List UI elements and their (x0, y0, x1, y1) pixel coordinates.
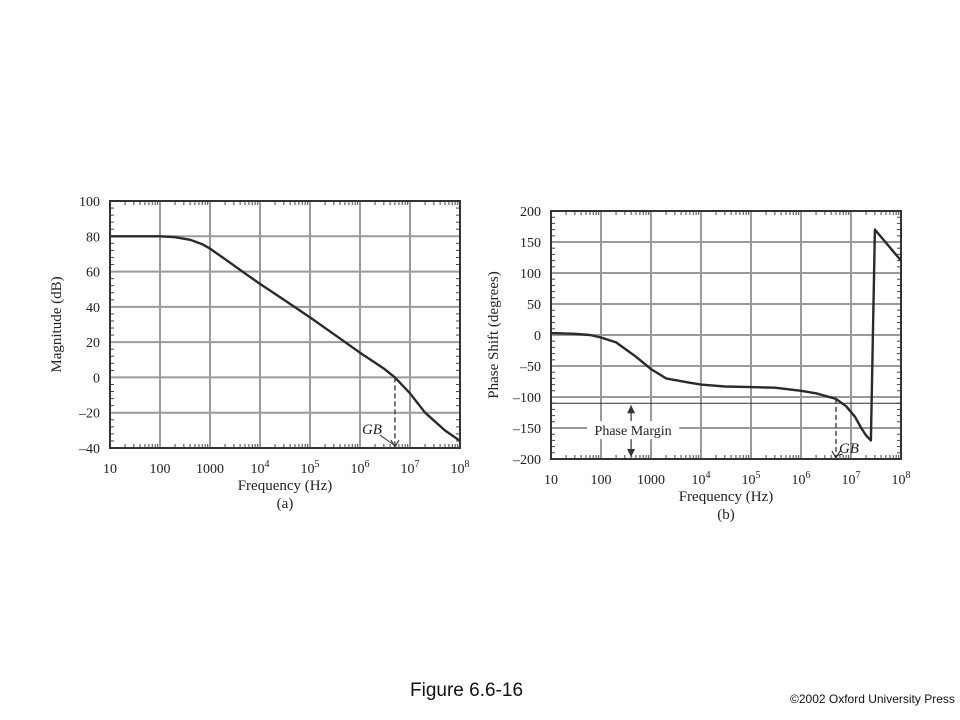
x-tick-label: 104 (251, 459, 270, 477)
figure-caption: Figure 6.6-16 (410, 680, 524, 701)
x-tick-label: 105 (301, 459, 320, 477)
y-tick-label: 100 (79, 195, 100, 210)
arrow-head-down (627, 449, 636, 457)
x-tick-label: 105 (742, 470, 761, 488)
y-tick-label: 20 (86, 336, 100, 351)
arrow-head-up (627, 405, 636, 414)
x-axis-label: Frequency (Hz) (679, 489, 774, 505)
gb-leader (379, 434, 395, 446)
gb-arrow (390, 439, 400, 449)
y-tick-label: –20 (78, 407, 100, 422)
phase-margin-label: Phase Margin (595, 424, 672, 439)
label-backdrop (587, 421, 680, 440)
x-tick-label: 108 (892, 470, 911, 488)
x-tick-label: 106 (792, 470, 811, 488)
y-axis-label: Magnitude (dB) (49, 276, 65, 372)
chart-magnitude: 10 100 1000 104 105 106 107 108 100 80 60 40 20 0 –20 –… (49, 195, 470, 512)
x-tick-label: 10 (544, 473, 558, 488)
chart-phase: 10 100 1000 104 105 106 107 108 200 150 100 50 0 –50 –… (486, 205, 911, 523)
y-tick-label: –40 (78, 442, 100, 457)
y-tick-label: –100 (512, 391, 541, 406)
gb-leader (834, 453, 844, 457)
series-line (550, 228, 902, 442)
series-line (110, 235, 461, 442)
y-tick-label: 50 (527, 298, 541, 313)
y-tick-label: 150 (520, 236, 541, 251)
x-axis-label: Frequency (Hz) (238, 478, 333, 494)
y-tick-label: 0 (93, 371, 100, 386)
y-tick-label: –200 (512, 453, 541, 468)
panel-label: (a) (277, 496, 294, 512)
y-tick-label: 60 (86, 266, 100, 281)
copyright-notice: ©2002 Oxford University Press (790, 692, 955, 706)
plot-frame (550, 210, 902, 460)
x-tick-label: 1000 (196, 462, 224, 477)
y-tick-label: –150 (512, 422, 541, 437)
gb-label: GB (839, 441, 859, 457)
y-tick-label: 100 (520, 267, 541, 282)
x-tick-label: 106 (351, 459, 370, 477)
x-tick-label: 107 (842, 470, 861, 488)
plot-frame (109, 200, 461, 449)
x-tick-label: 10 (103, 462, 117, 477)
gb-label: GB (362, 422, 382, 438)
x-tick-label: 1000 (637, 473, 665, 488)
y-tick-label: 80 (86, 230, 100, 245)
gb-arrow (831, 450, 841, 460)
x-tick-label: 104 (692, 470, 711, 488)
x-tick-label: 100 (591, 473, 612, 488)
x-tick-label: 100 (150, 462, 171, 477)
x-tick-label: 107 (401, 459, 420, 477)
y-tick-label: 0 (534, 329, 541, 344)
y-tick-label: 200 (520, 205, 541, 220)
x-tick-label: 108 (451, 459, 470, 477)
y-axis-label: Phase Shift (degrees) (486, 271, 502, 398)
y-tick-label: 40 (86, 301, 100, 316)
y-tick-label: –50 (519, 360, 541, 375)
panel-label: (b) (717, 507, 735, 523)
